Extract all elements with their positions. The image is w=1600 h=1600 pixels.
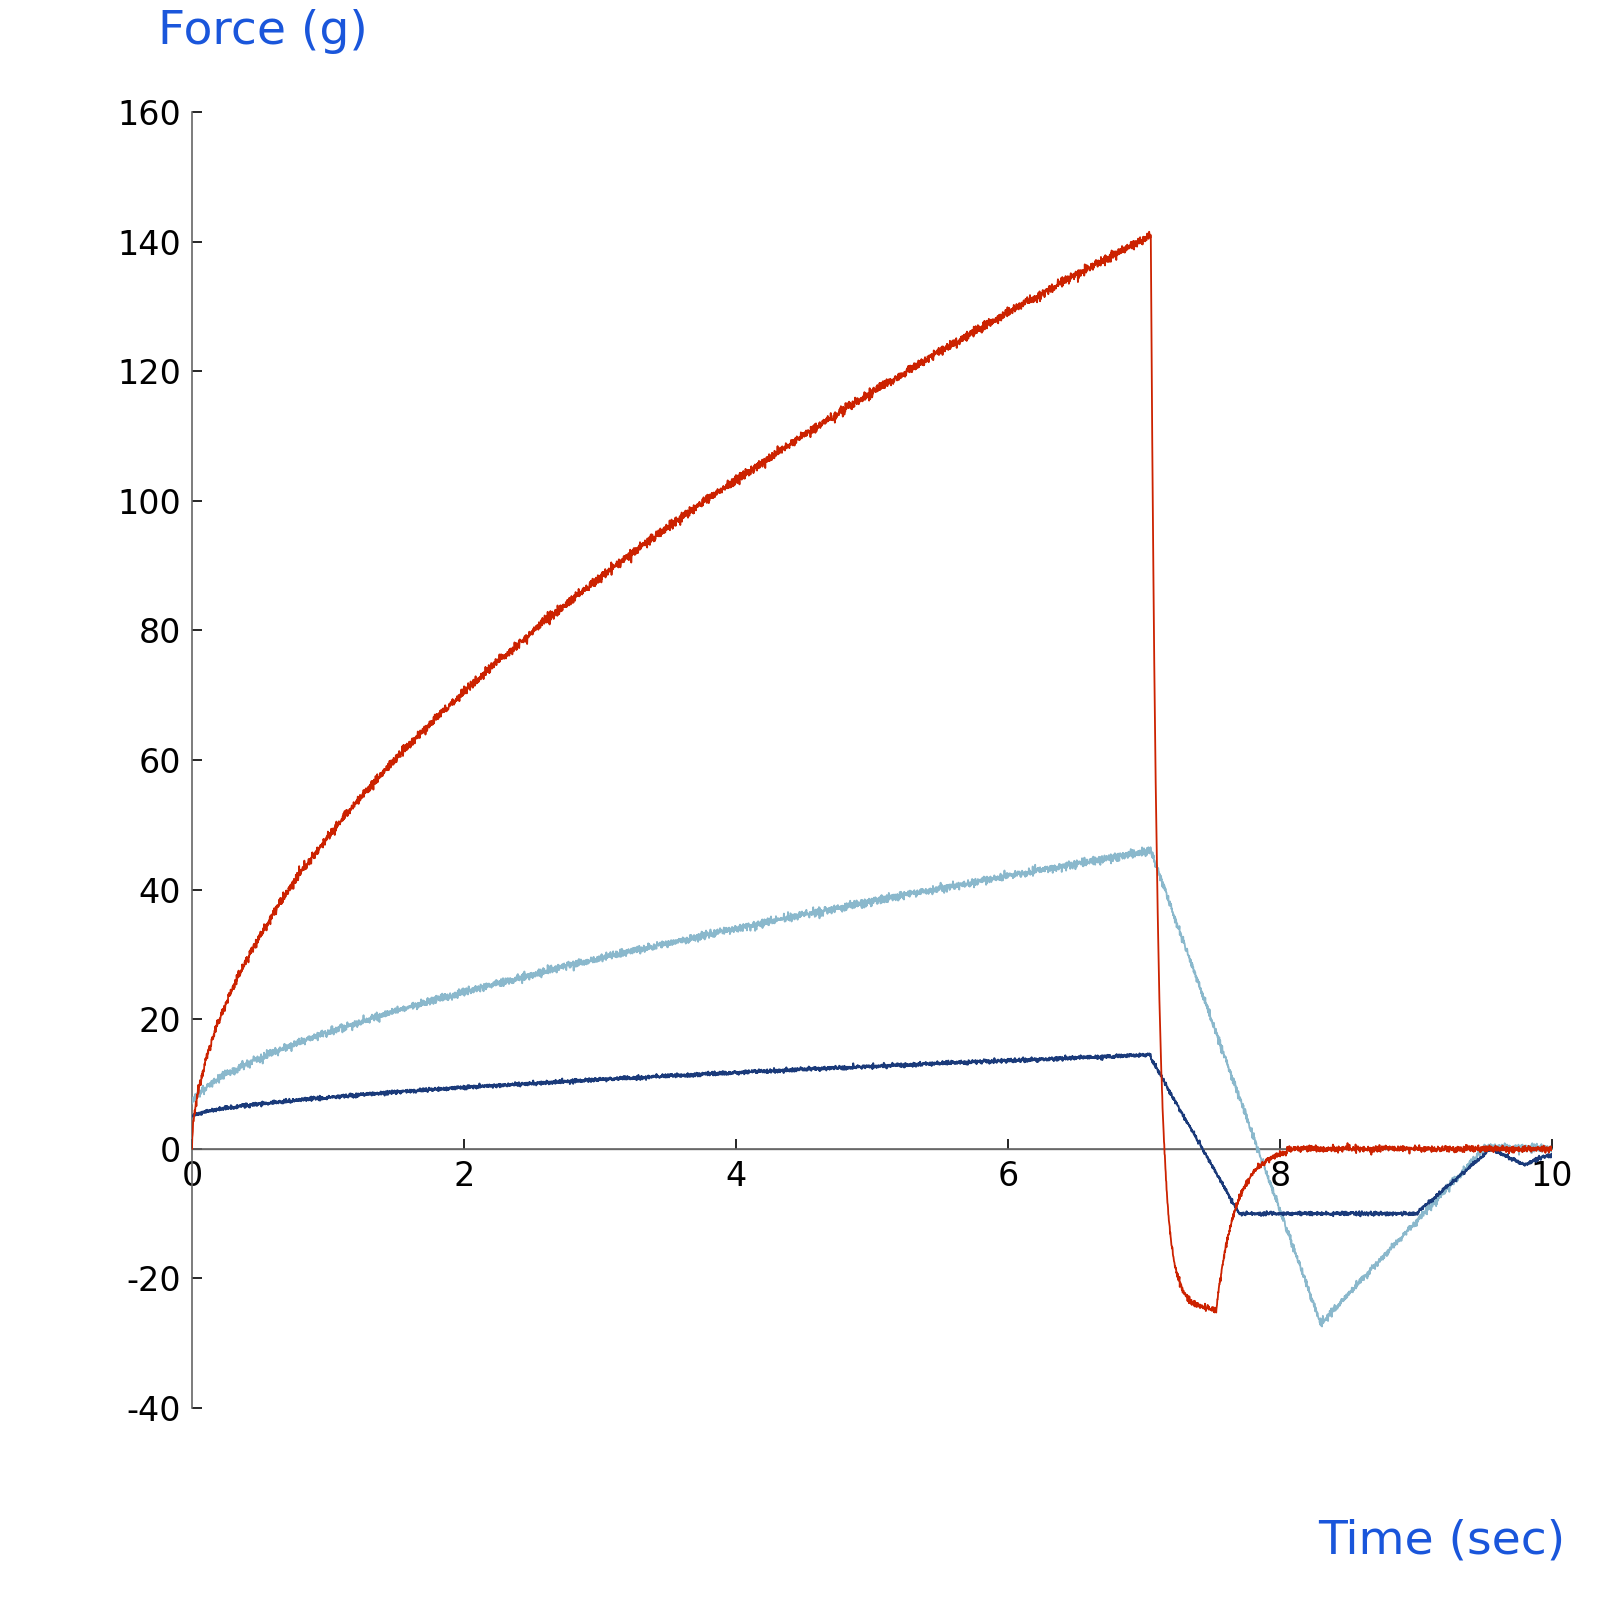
Text: Force (g): Force (g): [158, 8, 368, 54]
Text: Time (sec): Time (sec): [1318, 1518, 1565, 1563]
